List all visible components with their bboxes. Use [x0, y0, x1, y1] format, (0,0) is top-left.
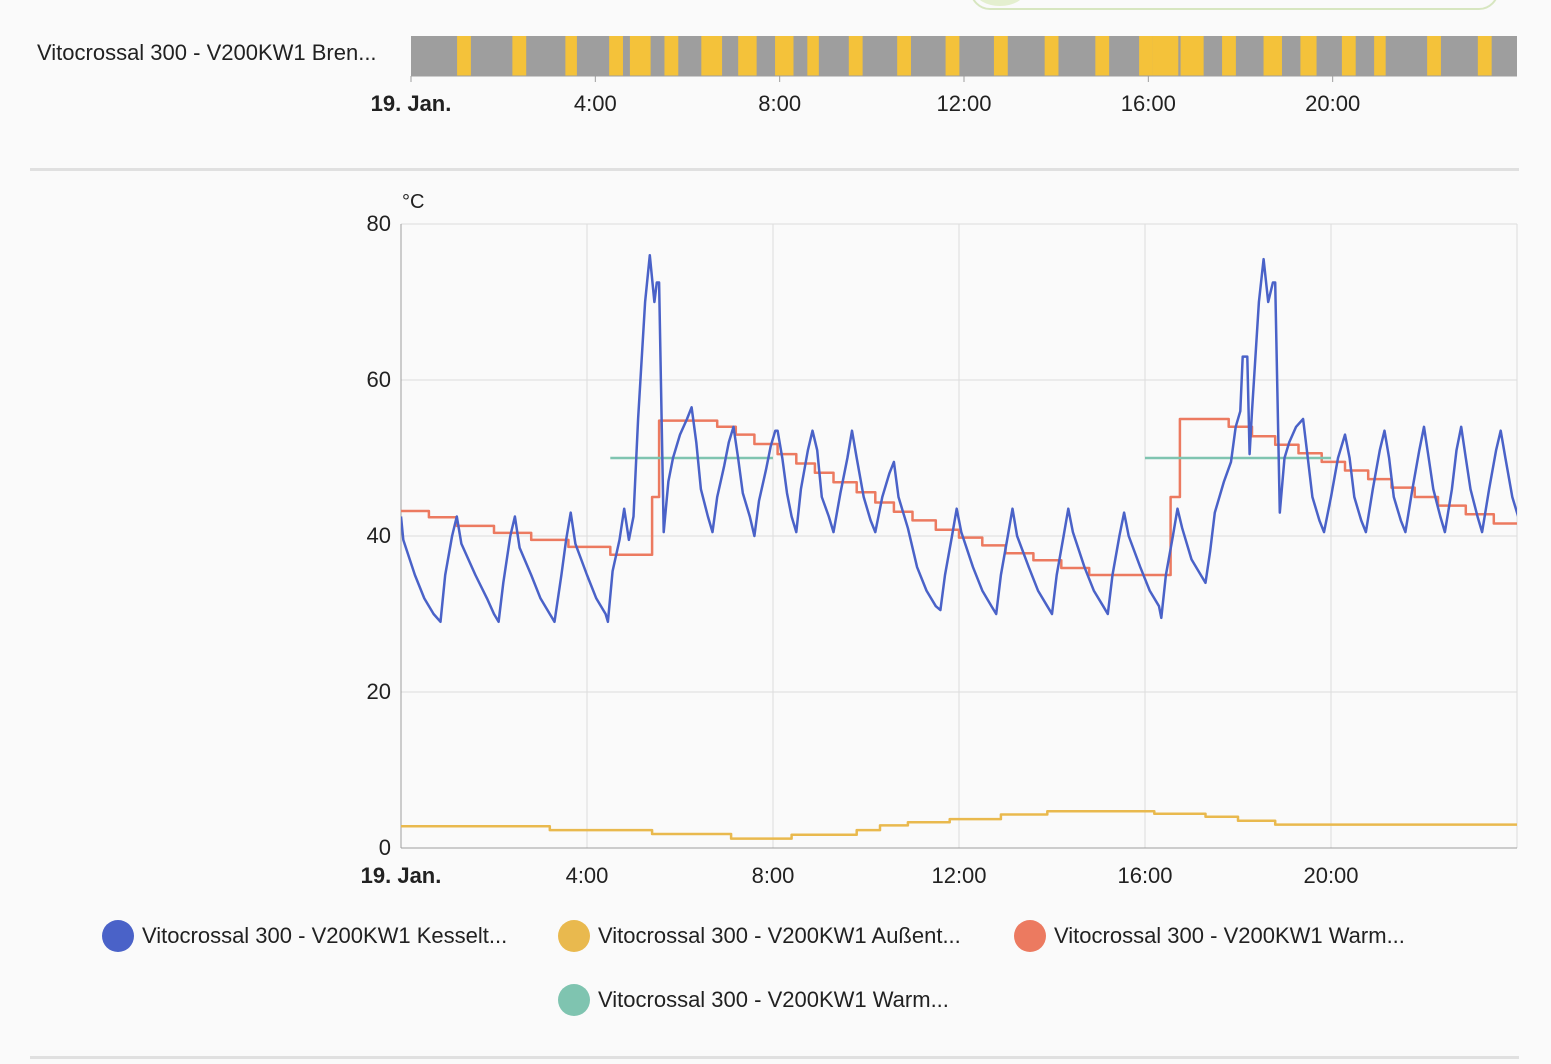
legend-item-kesseltemperatur[interactable]: Vitocrossal 300 - V200KW1 Kesselt...	[102, 918, 507, 954]
section-divider-bottom	[30, 1056, 1519, 1059]
y-tick-label: 80	[367, 211, 391, 236]
timeline-on-segment	[1341, 36, 1356, 76]
chart-series	[401, 253, 1517, 840]
timeline-on-segment	[738, 36, 757, 76]
x-tick-label: 19. Jan.	[361, 863, 442, 888]
timeline-on-segment	[609, 36, 623, 76]
timeline-on-segment	[565, 36, 577, 76]
x-axis-tick-labels: 19. Jan. 4:00 8:00 12:00 16:00 20:00	[361, 863, 1359, 888]
timeline-on-segment	[1427, 36, 1441, 76]
timeline-on-segment	[457, 36, 471, 76]
timeline-on-segment	[1152, 36, 1179, 76]
timeline-on-segment	[1477, 36, 1492, 76]
timeline-on-segment	[512, 36, 527, 76]
legend-label: Vitocrossal 300 - V200KW1 Warm...	[598, 987, 949, 1012]
section-divider-top	[30, 168, 1519, 171]
timeline-on-segment	[1374, 36, 1386, 76]
timeline-on-segment	[848, 36, 863, 76]
legend-dot	[558, 920, 590, 952]
legend-dot	[558, 984, 590, 1016]
timeline-tick-label: 16:00	[1121, 91, 1176, 116]
timeline-on-segment	[945, 36, 960, 76]
legend-dot	[1014, 920, 1046, 952]
burner-timeline: 19. Jan. 4:00 8:00 12:00 16:00 20:00	[371, 36, 1517, 116]
legend-item-warmwasser-soll[interactable]: Vitocrossal 300 - V200KW1 Warm...	[558, 982, 949, 1018]
timeline-on-segment	[1263, 36, 1282, 76]
timeline-on-segment	[1300, 36, 1317, 76]
timeline-tick-label: 8:00	[758, 91, 801, 116]
series-line	[401, 417, 1517, 577]
timeline-tick-label: 20:00	[1305, 91, 1360, 116]
series-line	[401, 810, 1517, 840]
legend-label: Vitocrossal 300 - V200KW1 Warm...	[1054, 923, 1405, 948]
timeline-label: Vitocrossal 300 - V200KW1 Bren...	[37, 40, 377, 65]
y-tick-label: 60	[367, 367, 391, 392]
timeline-on-segment	[701, 36, 723, 76]
timeline-on-segment	[897, 36, 912, 76]
timeline-tick-label: 12:00	[936, 91, 991, 116]
temperature-chart: °C 0 20 40 60 80 19. Jan. 4:00 8:00 12:00 16:00 2…	[361, 191, 1518, 888]
timeline-on-segment	[1222, 36, 1236, 76]
timeline-on-segment	[1095, 36, 1110, 76]
timeline-on-segment	[1180, 36, 1204, 76]
x-tick-label: 8:00	[752, 863, 795, 888]
x-tick-label: 20:00	[1303, 863, 1358, 888]
top-filter-pill-indicator	[975, 0, 1025, 6]
legend-label: Vitocrossal 300 - V200KW1 Außent...	[598, 923, 961, 948]
timeline-tick-label: 19. Jan.	[371, 91, 452, 116]
timeline-on-segment	[1139, 36, 1153, 76]
timeline-on-segment	[1044, 36, 1059, 76]
timeline-on-segment	[664, 36, 679, 76]
y-axis-unit-label: °C	[402, 191, 424, 213]
timeline-on-segment	[775, 36, 794, 76]
legend-dot	[102, 920, 134, 952]
chart-grid	[400, 223, 1518, 849]
y-tick-label: 0	[379, 835, 391, 860]
x-tick-label: 16:00	[1117, 863, 1172, 888]
timeline-on-segment	[993, 36, 1008, 76]
timeline-on-segment	[807, 36, 819, 76]
timeline-background	[411, 36, 1517, 76]
y-tick-label: 40	[367, 523, 391, 548]
timeline-on-segment	[629, 36, 651, 76]
legend-item-warmwasser-ist[interactable]: Vitocrossal 300 - V200KW1 Warm...	[1014, 918, 1405, 954]
y-axis-tick-labels: 0 20 40 60 80	[367, 211, 391, 860]
y-tick-label: 20	[367, 679, 391, 704]
legend-label: Vitocrossal 300 - V200KW1 Kesselt...	[142, 923, 508, 948]
x-tick-label: 4:00	[566, 863, 609, 888]
legend-item-aussentemperatur[interactable]: Vitocrossal 300 - V200KW1 Außent...	[558, 918, 961, 954]
x-tick-label: 12:00	[931, 863, 986, 888]
series-line	[401, 253, 1517, 624]
timeline-tick-label: 4:00	[574, 91, 617, 116]
